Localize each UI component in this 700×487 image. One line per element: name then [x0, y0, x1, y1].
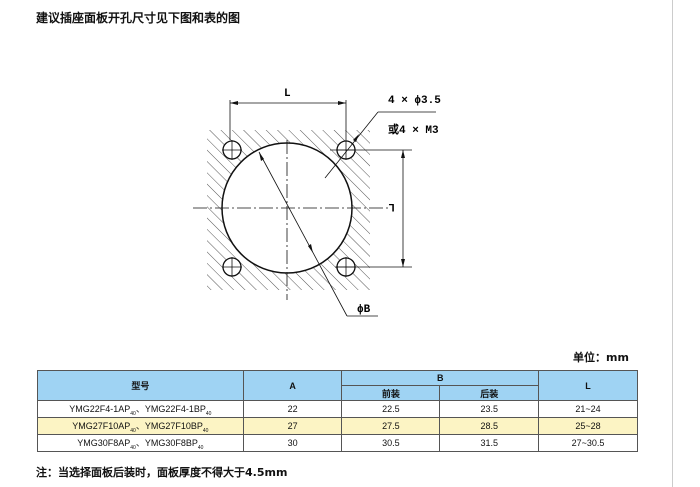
- a-cell: 30: [242, 434, 343, 452]
- header-b-front: 前装: [341, 385, 441, 401]
- hole-alt-label: 或4 × M3: [388, 122, 439, 137]
- model-cell: YMG30F8AP40、YMG30F8BP40: [37, 434, 244, 452]
- l-cell: 21~24: [538, 400, 638, 418]
- b-front-cell: 27.5: [341, 417, 441, 435]
- b-rear-cell: 28.5: [439, 417, 540, 435]
- table-row: YMG22F4-1AP40、YMG22F4-1BP40 22 22.5 23.5…: [37, 400, 638, 418]
- note-text: 注：当选择面板后装时，面板厚度不得大于4.5mm: [36, 466, 288, 479]
- diameter-label: ϕB: [357, 304, 371, 316]
- dimension-table: 型号 A B L 前装 后装 YMG22F4-1AP40、YMG22F4-1BP…: [37, 370, 638, 452]
- table-row: YMG27F10AP40、YMG27F10BP40 27 27.5 28.5 2…: [37, 417, 638, 435]
- page-title: 建议插座面板开孔尺寸见下图和表的图: [36, 11, 241, 25]
- model-cell: YMG27F10AP40、YMG27F10BP40: [37, 417, 244, 435]
- unit-label: 单位：mm: [573, 351, 629, 364]
- b-front-cell: 30.5: [341, 434, 441, 452]
- dim-l-right: L: [388, 200, 395, 212]
- model-cell: YMG22F4-1AP40、YMG22F4-1BP40: [37, 400, 244, 418]
- a-cell: 22: [242, 400, 343, 418]
- header-a: A: [242, 370, 343, 401]
- b-front-cell: 22.5: [341, 400, 441, 418]
- l-cell: 27~30.5: [538, 434, 638, 452]
- table-row: YMG30F8AP40、YMG30F8BP40 30 30.5 31.5 27~…: [37, 434, 638, 452]
- header-model: 型号: [37, 370, 244, 401]
- header-l: L: [538, 370, 638, 401]
- hole-label: 4 × ϕ3.5: [388, 95, 441, 107]
- dim-l-top: L: [284, 88, 291, 100]
- header-b-rear: 后装: [439, 385, 540, 401]
- a-cell: 27: [242, 417, 343, 435]
- b-rear-cell: 23.5: [439, 400, 540, 418]
- header-b: B: [341, 370, 540, 386]
- l-cell: 25~28: [538, 417, 638, 435]
- panel-cutout-drawing: L L 4 × ϕ3.5 或4 × M3 ϕB: [193, 88, 441, 317]
- divider: [672, 0, 673, 487]
- b-rear-cell: 31.5: [439, 434, 540, 452]
